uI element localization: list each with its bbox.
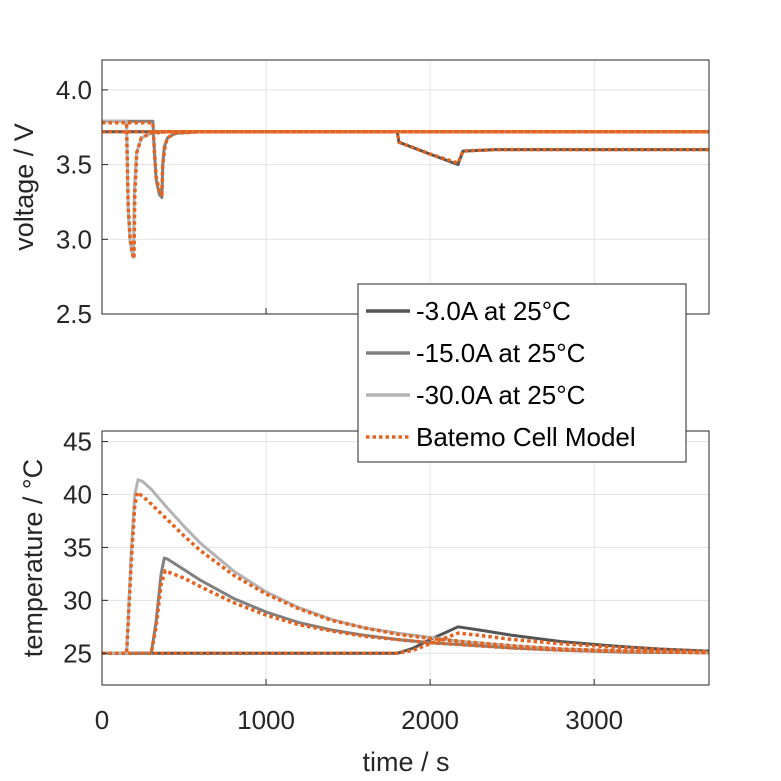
x-tick-label: 2000: [401, 705, 459, 735]
voltage-ticks: 2.5 3.0 3.5 4.0: [56, 75, 595, 329]
model-line-4: [102, 121, 709, 197]
temperature-series: [102, 478, 710, 656]
legend-label: Batemo Cell Model: [416, 422, 636, 452]
model-line-4: [102, 568, 710, 656]
y-tick-label: 45: [63, 427, 92, 457]
y-tick-label: 3.5: [56, 150, 92, 180]
voltage-y-label: voltage / V: [9, 123, 39, 251]
temperature-ticks: 0 1000 2000 3000 25 30 35 40 45: [63, 427, 623, 735]
temperature-panel: 0 1000 2000 3000 25 30 35 40 45 temperature / °C…: [18, 427, 710, 777]
x-tick-label: 0: [95, 705, 109, 735]
y-tick-label: 30: [63, 585, 92, 615]
temperature-grid: [102, 431, 709, 685]
voltage-plot-area: [102, 60, 709, 314]
x-tick-label: 1000: [237, 705, 295, 735]
model-line-3: [102, 631, 710, 656]
legend-box: [357, 283, 687, 463]
legend-label: -30.0A at 25°C: [416, 380, 585, 410]
temperature-y-label: temperature / °C: [18, 459, 48, 657]
model-line-5: [102, 490, 710, 656]
y-tick-label: 35: [63, 532, 92, 562]
y-tick-label: 4.0: [56, 75, 92, 105]
y-tick-label: 2.5: [56, 299, 92, 329]
legend-label: -15.0A at 25°C: [416, 338, 585, 368]
voltage-panel: 2.5 3.0 3.5 4.0 voltage / V: [9, 59, 710, 329]
y-tick-label: 3.0: [56, 224, 92, 254]
x-tick-label: 3000: [565, 705, 623, 735]
legend-label: -3.0A at 25°C: [416, 296, 571, 326]
x-axis-label: time / s: [362, 747, 449, 777]
temperature-plot-area: [102, 431, 709, 685]
legend-entries: -3.0A at 25°C -15.0A at 25°C -30.0A at 25°…: [366, 296, 636, 452]
legend: -3.0A at 25°C -15.0A at 25°C -30.0A at 25°…: [357, 283, 687, 463]
y-tick-label: 25: [63, 638, 92, 668]
voltage-series: [102, 119, 709, 261]
model-line-3: [102, 129, 709, 165]
voltage-grid: [102, 60, 709, 314]
y-tick-label: 40: [63, 480, 92, 510]
model-line-5: [102, 121, 709, 261]
